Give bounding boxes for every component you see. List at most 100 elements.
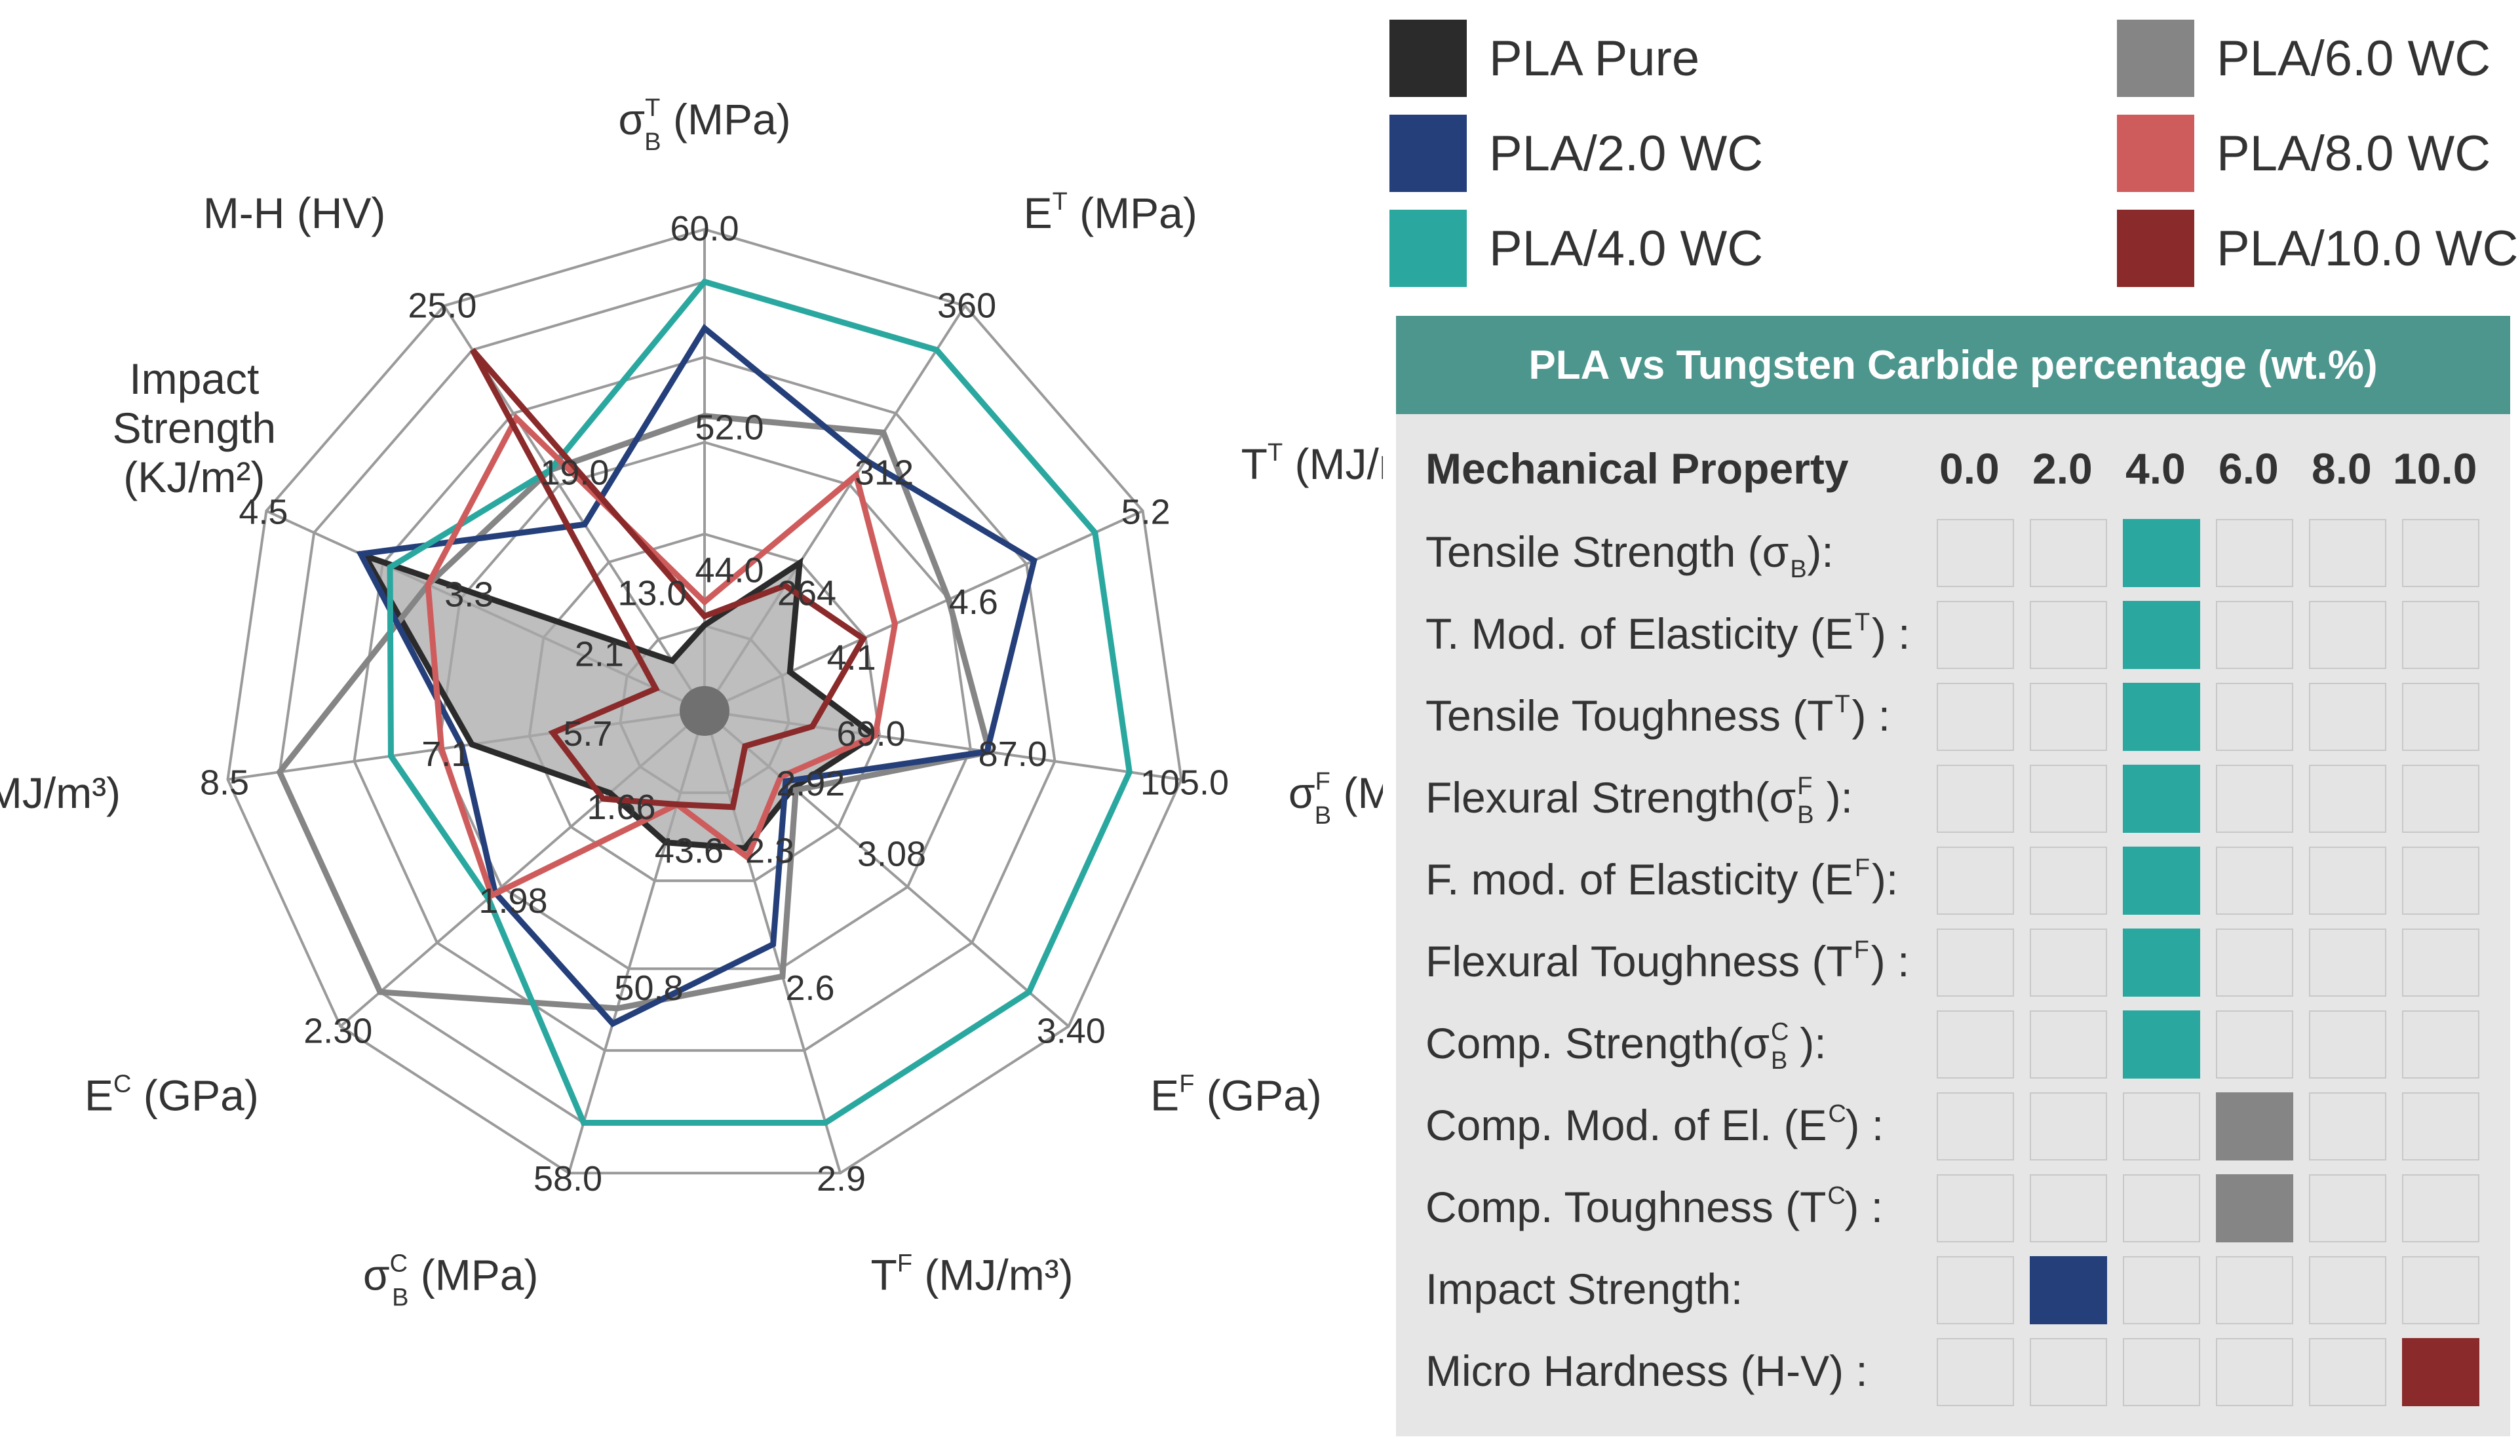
empty-cell	[2402, 519, 2479, 587]
best-cell	[2123, 519, 2200, 587]
empty-cell	[2030, 929, 2107, 997]
tick-label: 44.0	[695, 551, 764, 590]
legend-swatch	[1389, 115, 1467, 192]
property-row: Comp. Toughness (T C) :	[1396, 1168, 2510, 1246]
legend-item: PLA/4.0 WC	[1389, 210, 1763, 287]
radar-chart: 44.0 52.0 60.0 264 312 360 4.1 4.6 5.2 69.0 87.0 10…	[0, 94, 1383, 1312]
empty-cell	[2309, 765, 2386, 833]
table-header: PLA vs Tungsten Carbide percentage (wt.%…	[1396, 316, 2510, 414]
column-header: 8.0	[2312, 444, 2372, 493]
empty-cell	[2030, 1174, 2107, 1242]
tick-label: 60.0	[670, 209, 739, 248]
empty-cell	[2216, 683, 2293, 751]
property-row: Flexural Toughness (T F) :	[1396, 922, 2510, 1001]
axis-label: TF (MJ/m³)	[871, 1250, 1074, 1299]
tick-label: 3.08	[857, 834, 926, 873]
axis-label: σFB (MPa)	[1289, 768, 1383, 830]
empty-cell	[2402, 1174, 2479, 1242]
empty-cell	[2402, 1256, 2479, 1324]
axis-label: σT B (MPa)	[618, 94, 790, 156]
tick-label: 8.5	[200, 763, 249, 802]
tick-label: 2.1	[575, 634, 624, 674]
property-row: Tensile Toughness (T T) :	[1396, 676, 2510, 755]
legend-label: PLA/8.0 WC	[2217, 125, 2491, 182]
legend-swatch	[2117, 210, 2194, 287]
empty-cell	[2216, 1338, 2293, 1406]
tick-label: 105.0	[1140, 763, 1229, 802]
empty-cell	[2030, 1338, 2107, 1406]
empty-cell	[1937, 1338, 2014, 1406]
tick-label: 1.66	[587, 788, 655, 827]
best-cell	[2123, 683, 2200, 751]
empty-cell	[2216, 601, 2293, 669]
best-cell	[2123, 601, 2200, 669]
empty-cell	[2123, 1338, 2200, 1406]
column-header: 10.0	[2393, 444, 2477, 493]
tick-label: 2.92	[776, 764, 845, 803]
tick-label: 4.6	[949, 583, 998, 622]
empty-cell	[2216, 1256, 2293, 1324]
empty-cell	[2402, 1092, 2479, 1160]
property-label: Comp. Toughness (T C) :	[1425, 1181, 1884, 1231]
empty-cell	[2030, 1010, 2107, 1079]
legend-label: PLA/6.0 WC	[2217, 30, 2491, 86]
empty-cell	[2402, 683, 2479, 751]
axis-label: Strength	[113, 404, 277, 452]
axis-label: σC B (MPa)	[363, 1250, 539, 1312]
tick-label: 19.0	[540, 453, 609, 493]
legend-item: PLA/2.0 WC	[1389, 115, 1763, 192]
empty-cell	[1937, 601, 2014, 669]
property-label: Flexural Strength(σ F B ):	[1425, 772, 1853, 829]
tick-label: 13.0	[617, 573, 686, 613]
tick-label: 87.0	[979, 735, 1047, 774]
tick-label: 52.0	[695, 408, 764, 447]
legend-item: PLA/10.0 WC	[2117, 210, 2518, 287]
tick-label: 58.0	[533, 1159, 602, 1198]
tick-label: 264	[777, 573, 836, 613]
empty-cell	[2123, 1174, 2200, 1242]
first-column-title: Mechanical Property	[1425, 444, 1849, 493]
legend-swatch	[1389, 20, 1467, 97]
grid-ring	[226, 227, 1183, 1175]
best-cell	[2123, 929, 2200, 997]
legend-swatch	[1389, 210, 1467, 287]
empty-cell	[1937, 1092, 2014, 1160]
axis-label: Impact	[129, 354, 259, 403]
empty-cell	[2402, 929, 2479, 997]
property-label: Flexural Toughness (T F) :	[1425, 936, 1910, 986]
empty-cell	[2309, 1256, 2386, 1324]
summary-panel: PLA vs Tungsten Carbide percentage (wt.%…	[1396, 316, 2510, 1436]
empty-cell	[1937, 929, 2014, 997]
empty-cell	[2309, 1010, 2386, 1079]
empty-cell	[2123, 1092, 2200, 1160]
best-cell	[2216, 1174, 2293, 1242]
empty-cell	[2309, 1174, 2386, 1242]
empty-cell	[2309, 1338, 2386, 1406]
tick-label: 2.3	[745, 831, 794, 870]
tick-label: 4.1	[827, 638, 876, 678]
property-row: Flexural Strength(σ F B ):	[1396, 758, 2510, 837]
property-row: Impact Strength:	[1396, 1250, 2510, 1328]
empty-cell	[2402, 765, 2479, 833]
empty-cell	[2216, 765, 2293, 833]
empty-cell	[2402, 847, 2479, 915]
empty-cell	[2030, 1092, 2107, 1160]
center-dot	[680, 686, 729, 736]
empty-cell	[1937, 683, 2014, 751]
empty-cell	[2030, 601, 2107, 669]
property-row: Comp. Strength(σ C B ):	[1396, 1004, 2510, 1082]
empty-cell	[1937, 1010, 2014, 1079]
empty-cell	[1937, 1174, 2014, 1242]
grid-ring	[353, 355, 1056, 1052]
tick-label: 43.6	[655, 831, 724, 870]
best-cell	[2123, 847, 2200, 915]
empty-cell	[2030, 765, 2107, 833]
empty-cell	[2030, 683, 2107, 751]
axis-label: ET (MPa)	[1024, 188, 1197, 237]
legend-label: PLA/2.0 WC	[1489, 125, 1764, 182]
empty-cell	[2309, 929, 2386, 997]
best-cell	[2123, 1010, 2200, 1079]
axis-label: (KJ/m²)	[123, 453, 265, 501]
tick-label: 25.0	[408, 286, 476, 325]
legend-label: PLA/10.0 WC	[2217, 220, 2519, 277]
